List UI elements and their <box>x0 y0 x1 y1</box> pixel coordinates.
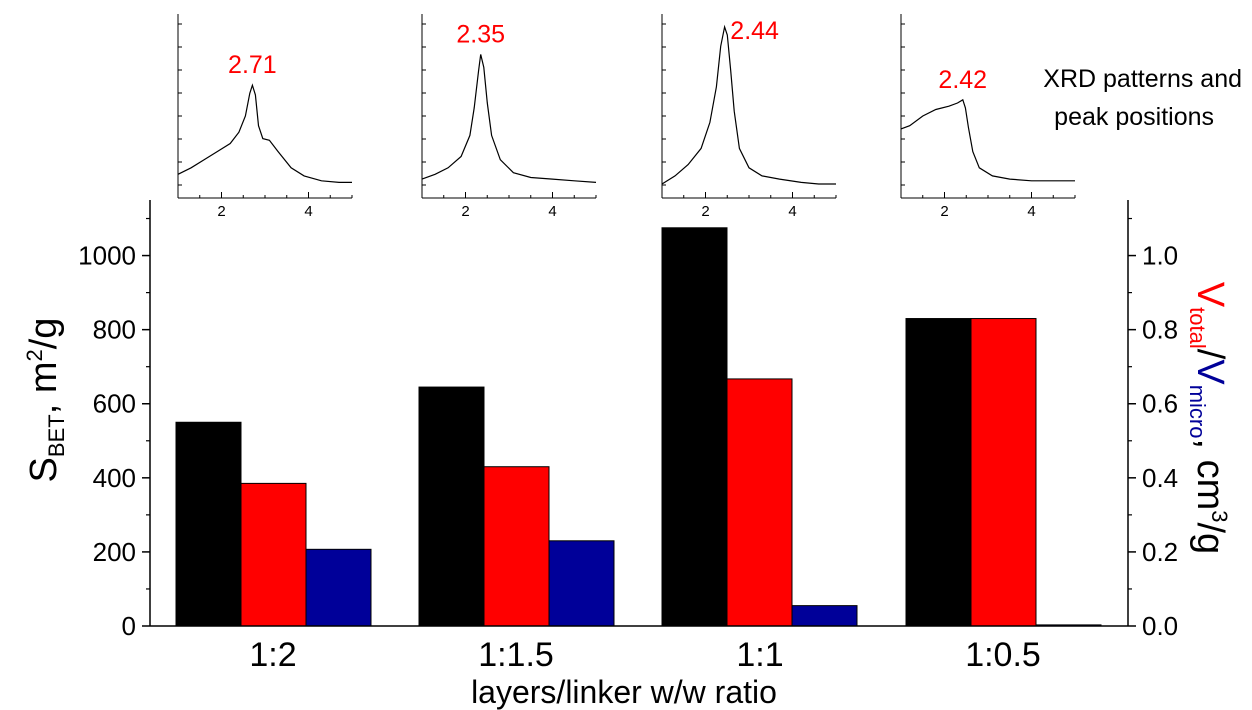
right-tick-label: 0.4 <box>1142 463 1178 493</box>
right-axis-title-slash: / <box>1189 349 1231 360</box>
xrd-peak-label: 2.35 <box>456 20 505 48</box>
bar-1:1.5-series-2 <box>483 466 550 627</box>
inset-x-tick-label: 4 <box>304 203 312 220</box>
right-axis-title: Vtotal/Vmicro, cm3/g <box>1185 282 1232 554</box>
bars-layer <box>175 227 1102 627</box>
bar-1:1-series-1 <box>661 227 728 627</box>
bar-1:2-series-1 <box>175 421 242 627</box>
xrd-curve <box>177 83 352 183</box>
xrd-peak-label: 2.44 <box>730 17 779 45</box>
inset-x-tick-label: 4 <box>548 203 556 220</box>
xrd-peak-label: 2.42 <box>938 66 987 94</box>
bar-1:2-series-3 <box>305 548 372 627</box>
right-tick-label: 1.0 <box>1142 241 1178 271</box>
xrd-curve <box>900 98 1075 182</box>
inset-x-tick-label: 2 <box>461 203 469 220</box>
right-axis-title-end: /g <box>1189 522 1231 554</box>
xrd-inset-3: 2 42.44 <box>661 14 837 220</box>
inset-title-line2: peak positions <box>1054 103 1214 131</box>
right-axis-title-tail: , cm <box>1189 438 1231 510</box>
left-tick-label: 0 <box>122 611 136 641</box>
right-axis-title-sup: 3 <box>1207 510 1232 522</box>
left-tick-label: 600 <box>93 389 136 419</box>
right-axis-title-v2: V <box>1189 359 1231 385</box>
xrd-curve <box>661 24 836 185</box>
left-axis-title-tail: , m <box>23 362 65 415</box>
inset-x-tick-label: 2 <box>701 203 709 220</box>
inset-x-tick-label: 2 <box>217 203 225 220</box>
bar-1:1.5-series-3 <box>548 540 615 627</box>
right-axis-title-v1-sub: total <box>1185 307 1210 349</box>
inset-x-tick-label: 2 <box>940 203 948 220</box>
left-axis-ticks: 0 200 400 600 800 1000 <box>78 217 150 641</box>
left-tick-label: 200 <box>93 537 136 567</box>
bar-1:0.5-series-2 <box>970 318 1037 627</box>
left-axis-title-main: S <box>23 457 65 482</box>
right-tick-label: 0.0 <box>1142 611 1178 641</box>
xrd-inset-4: 2 42.42 <box>900 14 1076 220</box>
x-tick-label: 1:1.5 <box>478 636 554 674</box>
bar-1:1-series-3 <box>791 605 858 627</box>
right-tick-label: 0.6 <box>1142 389 1178 419</box>
bar-1:1-series-2 <box>726 378 793 627</box>
right-axis-title-v1: V <box>1189 282 1231 308</box>
left-axis-title-sup: 2 <box>22 349 47 361</box>
left-tick-label: 1000 <box>78 241 136 271</box>
right-tick-label: 0.8 <box>1142 315 1178 345</box>
x-tick-label: 1:1 <box>736 636 783 674</box>
inset-x-tick-label: 4 <box>1027 203 1035 220</box>
left-axis-title: SBET, m2/g <box>22 318 69 483</box>
xrd-inset-1: 2 42.71 <box>177 14 353 220</box>
x-axis-tick-labels: 1:2 1:1.5 1:1 1:0.5 <box>249 636 1040 674</box>
left-tick-label: 800 <box>93 315 136 345</box>
right-axis-title-v2-sub: micro <box>1185 385 1210 439</box>
left-tick-label: 400 <box>93 463 136 493</box>
bar-1:1.5-series-1 <box>418 386 485 627</box>
inset-x-tick-label: 4 <box>788 203 796 220</box>
xrd-curve <box>421 54 597 183</box>
bar-1:2-series-2 <box>240 482 307 627</box>
x-axis-title: layers/linker w/w ratio <box>471 674 777 710</box>
right-axis-ticks: 0.0 0.2 0.4 0.6 0.8 1.0 <box>1128 217 1178 641</box>
left-axis-title-end: /g <box>23 318 65 350</box>
xrd-insets: 2 42.712 42.352 42.442 42.42 <box>177 14 1076 220</box>
inset-title-line1: XRD patterns and <box>1043 65 1242 93</box>
xrd-peak-label: 2.71 <box>228 51 277 79</box>
bar-1:0.5-series-1 <box>905 318 972 627</box>
x-tick-label: 1:2 <box>249 636 296 674</box>
right-tick-label: 0.2 <box>1142 537 1178 567</box>
xrd-inset-2: 2 42.35 <box>421 14 597 220</box>
x-tick-label: 1:0.5 <box>965 636 1041 674</box>
left-axis-title-sub: BET <box>44 414 69 457</box>
